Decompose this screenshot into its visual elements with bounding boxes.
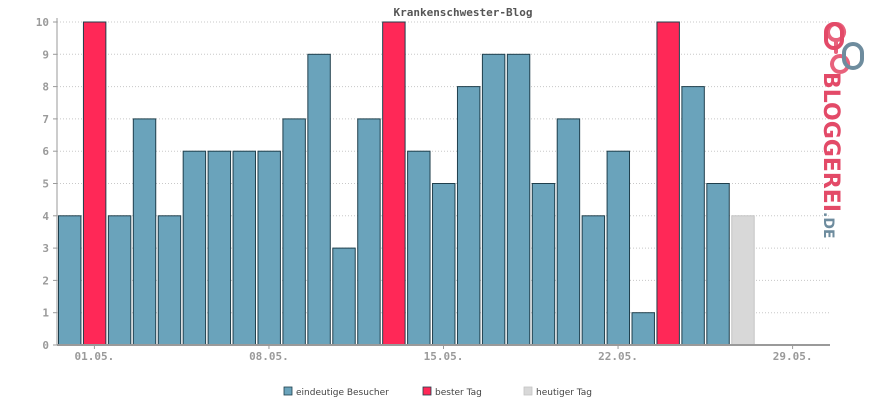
bar-08.05. bbox=[257, 150, 281, 346]
svg-text:BLOGGEREI.DE: BLOGGEREI.DE bbox=[818, 72, 843, 239]
x-tick-label-3: 22.05. bbox=[598, 350, 638, 363]
legend-label-today: heutiger Tag bbox=[536, 388, 592, 398]
legend-swatch-best bbox=[422, 386, 432, 396]
y-tick-label-10: 10 bbox=[36, 16, 49, 29]
y-tick-label-1: 1 bbox=[42, 307, 49, 320]
y-tick-label-5: 5 bbox=[42, 178, 49, 191]
bar-30.04. bbox=[58, 215, 82, 346]
bar-17.05. bbox=[481, 53, 506, 346]
chart-title: Krankenschwester-Blog bbox=[393, 6, 532, 19]
bar-21.05. bbox=[581, 215, 606, 346]
bar-04.05. bbox=[157, 215, 182, 346]
bar-26.05. bbox=[706, 183, 730, 346]
bar-14.05. bbox=[407, 150, 431, 346]
x-axis-ticks: 01.05. 08.05. 15.05. 22.05. 29.05. bbox=[75, 345, 813, 363]
bar-23.05. bbox=[631, 312, 655, 346]
bar-19.05. bbox=[531, 183, 556, 346]
bar-24.05. bbox=[656, 21, 680, 346]
logo-brand: BLOGGEREI bbox=[818, 72, 843, 212]
x-tick-label-2: 15.05. bbox=[424, 350, 464, 363]
bar-11.05. bbox=[332, 247, 356, 346]
x-tick-label-1: 08.05. bbox=[249, 350, 289, 363]
y-tick-label-7: 7 bbox=[42, 113, 49, 126]
bar-01.05. bbox=[82, 21, 107, 346]
bar-09.05. bbox=[282, 118, 306, 346]
logo-suffix: .DE bbox=[820, 212, 836, 239]
bar-18.05. bbox=[506, 53, 531, 346]
y-tick-label-8: 8 bbox=[42, 81, 49, 94]
bar-12.05. bbox=[357, 118, 381, 346]
bar-07.05. bbox=[232, 150, 256, 346]
legend: eindeutige Besucher bester Tag heutiger Ta… bbox=[283, 386, 592, 398]
legend-label-best: bester Tag bbox=[435, 388, 482, 398]
y-axis-ticks: 0 1 2 3 4 5 6 7 8 9 10 bbox=[36, 16, 57, 352]
bar-10.05. bbox=[307, 53, 331, 346]
y-tick-label-4: 4 bbox=[42, 210, 49, 223]
bar-03.05. bbox=[132, 118, 157, 346]
y-tick-label-2: 2 bbox=[42, 274, 49, 287]
bloggerei-logo-icon bbox=[824, 22, 864, 74]
y-tick-label-6: 6 bbox=[42, 145, 49, 158]
x-tick-label-4: 29.05. bbox=[773, 350, 813, 363]
bar-22.05. bbox=[606, 150, 631, 346]
y-tick-label-3: 3 bbox=[42, 242, 49, 255]
bar-05.05. bbox=[182, 150, 207, 346]
x-tick-label-0: 01.05. bbox=[75, 350, 115, 363]
legend-swatch-normal bbox=[283, 386, 293, 396]
legend-swatch-today bbox=[523, 386, 533, 396]
legend-label-normal: eindeutige Besucher bbox=[296, 388, 389, 398]
bar-13.05. bbox=[382, 21, 406, 346]
axes bbox=[56, 18, 830, 346]
bar-27.05. bbox=[731, 215, 755, 346]
y-tick-label-0: 0 bbox=[42, 339, 49, 352]
bar-15.05. bbox=[432, 183, 456, 346]
bar-02.05. bbox=[107, 215, 132, 346]
bar-25.05. bbox=[681, 86, 705, 346]
bar-16.05. bbox=[456, 86, 481, 346]
y-tick-label-9: 9 bbox=[42, 48, 49, 61]
bar-20.05. bbox=[556, 118, 581, 346]
bar-06.05. bbox=[207, 150, 232, 346]
bloggerei-logo: BLOGGEREI.DE bbox=[818, 22, 864, 239]
